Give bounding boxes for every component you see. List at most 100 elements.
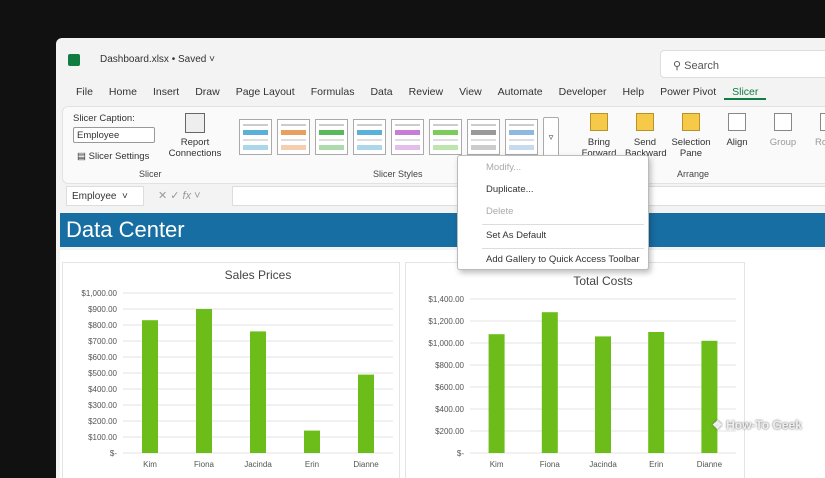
rotate-button[interactable]: Rotate xyxy=(809,113,825,148)
y-tick-label: $800.00 xyxy=(88,321,117,330)
x-tick-label: Fiona xyxy=(540,460,561,469)
y-tick-label: $600.00 xyxy=(435,383,464,392)
fx-icon: fx xyxy=(182,190,192,202)
tab-formulas[interactable]: Formulas xyxy=(310,86,355,98)
slicer-settings-button[interactable]: ▤ Slicer Settings xyxy=(77,151,149,162)
bar-dianne xyxy=(701,340,718,453)
tab-automate[interactable]: Automate xyxy=(497,86,543,98)
total-costs-chart[interactable]: Total Costs $- $200.00 $400.00 $600.00 $800.0… xyxy=(405,262,745,478)
name-box-value: Employee xyxy=(72,191,117,202)
align-icon xyxy=(728,113,746,131)
menu-item-delete[interactable]: Delete xyxy=(486,206,514,217)
y-tick-label: $700.00 xyxy=(88,337,117,346)
context-menu: Modify... Duplicate... Delete Set As Defaul… xyxy=(457,155,649,270)
file-title[interactable]: Dashboard.xlsx • Saved ˅ xyxy=(100,54,215,65)
bar-erin xyxy=(648,332,665,453)
tab-file[interactable]: File xyxy=(76,86,93,98)
x-tick-label: Kim xyxy=(143,460,157,469)
y-tick-label: $1,000.00 xyxy=(81,289,117,298)
slicer-style-option[interactable] xyxy=(429,119,462,155)
arrange-label: Align xyxy=(726,137,748,148)
sales-prices-chart[interactable]: Sales Prices $- $100.00 $200.00 $300.00 $400.… xyxy=(62,262,400,478)
ribbon: Slicer Caption: Employee ▤ Slicer Settin… xyxy=(62,106,825,184)
slicer-style-option[interactable] xyxy=(239,119,272,155)
x-tick-label: Kim xyxy=(490,460,504,469)
tab-help[interactable]: Help xyxy=(622,86,645,98)
y-tick-label: $900.00 xyxy=(88,305,117,314)
tab-review[interactable]: Review xyxy=(408,86,444,98)
y-tick-label: $600.00 xyxy=(88,353,117,362)
slicer-style-option[interactable] xyxy=(467,119,500,155)
y-tick-label: $1,000.00 xyxy=(428,339,464,348)
y-tick-label: $- xyxy=(457,449,464,458)
x-tick-label: Erin xyxy=(305,460,319,469)
arrange-label: Bring Forward xyxy=(581,137,617,159)
watermark-logo: ❖ How-To Geek xyxy=(712,418,802,432)
menu-item-set-as-default[interactable]: Set As Default xyxy=(486,230,547,241)
bar-kim xyxy=(488,334,505,453)
tab-data[interactable]: Data xyxy=(370,86,393,98)
chart-title: Total Costs xyxy=(573,274,632,288)
slicer-styles-group-label: Slicer Styles xyxy=(373,169,423,179)
menu-item-add-gallery-to-quick-access-toolbar[interactable]: Add Gallery to Quick Access Toolbar xyxy=(486,254,640,265)
slicer-group-label: Slicer xyxy=(139,169,162,179)
slicer-style-option[interactable] xyxy=(391,119,424,155)
y-tick-label: $1,400.00 xyxy=(428,295,464,304)
y-tick-label: $- xyxy=(110,449,117,458)
tab-view[interactable]: View xyxy=(459,86,482,98)
slicer-caption-input[interactable]: Employee xyxy=(73,127,155,143)
send-backward-button[interactable]: Send Backward xyxy=(625,113,667,159)
menu-separator xyxy=(482,248,644,249)
x-tick-label: Jacinda xyxy=(244,460,272,469)
slicer-style-option[interactable] xyxy=(505,119,538,155)
slicer-style-option[interactable] xyxy=(353,119,386,155)
name-box[interactable]: Employee ˅ xyxy=(66,186,144,206)
tab-developer[interactable]: Developer xyxy=(558,86,607,98)
formula-buttons[interactable]: ✕ ✓ fx ˅ xyxy=(158,190,201,202)
formula-bar: Employee ˅ ✕ ✓ fx ˅ xyxy=(62,186,825,208)
search-input[interactable]: ⚲ Search xyxy=(660,50,825,78)
slicer-style-option[interactable] xyxy=(277,119,310,155)
tab-draw[interactable]: Draw xyxy=(195,86,220,98)
slicer-settings-label: Slicer Settings xyxy=(88,151,150,162)
worksheet: Sales Prices $- $100.00 $200.00 $300.00 $400.… xyxy=(60,250,825,478)
arrange-label: Selection Pane xyxy=(671,137,711,159)
report-connections-label: Report Connections xyxy=(168,137,222,159)
tab-power-pivot[interactable]: Power Pivot xyxy=(660,86,717,98)
selection-pane-button[interactable]: Selection Pane xyxy=(671,113,711,159)
group-icon xyxy=(774,113,792,131)
ribbon-tabs: File Home Insert Draw Page Layout Formulas Dat… xyxy=(68,86,767,100)
group-button[interactable]: Group xyxy=(763,113,803,148)
slicer-style-option[interactable] xyxy=(315,119,348,155)
x-tick-label: Erin xyxy=(649,460,663,469)
y-tick-label: $200.00 xyxy=(88,417,117,426)
y-tick-label: $1,200.00 xyxy=(428,317,464,326)
y-tick-label: $300.00 xyxy=(88,401,117,410)
x-tick-label: Fiona xyxy=(194,460,215,469)
excel-window: Dashboard.xlsx • Saved ˅ ⚲ Search File Ho… xyxy=(56,38,825,478)
bar-erin xyxy=(304,430,320,453)
chart-title: Sales Prices xyxy=(225,268,292,282)
x-tick-label: Dianne xyxy=(353,460,379,469)
bring-forward-button[interactable]: Bring Forward xyxy=(579,113,619,159)
menu-separator xyxy=(482,224,644,225)
report-connections-button[interactable]: Report Connections xyxy=(167,113,223,159)
menu-item-duplicate[interactable]: Duplicate... xyxy=(486,184,534,195)
gallery-more-button[interactable]: ▿ xyxy=(543,117,559,159)
align-button[interactable]: Align xyxy=(717,113,757,148)
menu-item-modify[interactable]: Modify... xyxy=(486,162,522,173)
excel-logo-icon xyxy=(68,54,80,66)
bring-icon xyxy=(590,113,608,131)
arrange-label: Group xyxy=(769,137,797,148)
tab-page-layout[interactable]: Page Layout xyxy=(235,86,295,98)
tab-home[interactable]: Home xyxy=(108,86,137,98)
tab-insert[interactable]: Insert xyxy=(152,86,180,98)
report-connections-icon xyxy=(185,113,205,133)
y-tick-label: $100.00 xyxy=(88,433,117,442)
bar-kim xyxy=(142,320,158,453)
x-tick-label: Dianne xyxy=(697,460,723,469)
y-tick-label: $400.00 xyxy=(88,385,117,394)
slicer-caption-label: Slicer Caption: xyxy=(73,113,135,124)
tab-slicer[interactable]: Slicer xyxy=(724,86,767,100)
bar-dianne xyxy=(358,374,374,453)
